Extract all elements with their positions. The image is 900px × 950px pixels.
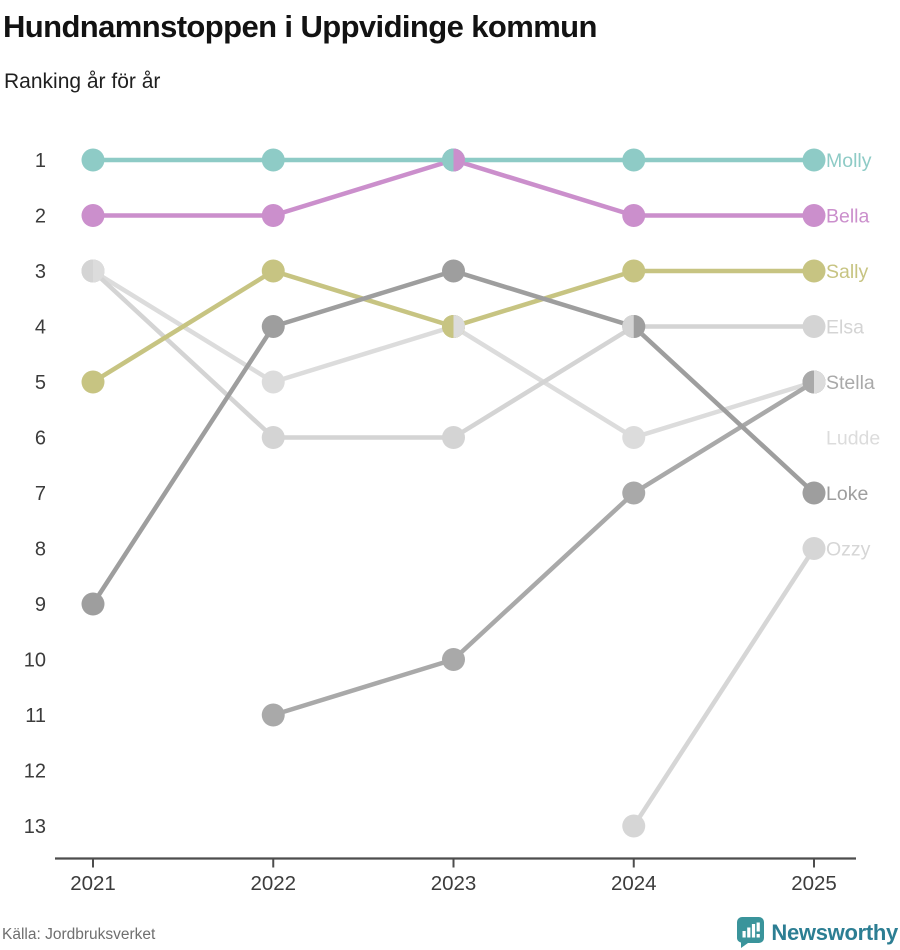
series-dot-molly-2025 [802,148,826,172]
y-axis-label-10: 10 [24,650,46,672]
tie-dot-right-2021-3 [93,259,105,283]
series-dot-loke-2023 [442,259,465,283]
series-dot-bella-2022 [261,204,285,227]
series-dot-loke-2021 [81,592,105,616]
y-axis-label-4: 4 [35,317,46,339]
y-axis-label-12: 12 [24,761,46,783]
chart-subtitle: Ranking år för år [4,70,161,94]
series-line-ludde [91,269,815,440]
series-dot-bella-2021 [81,204,105,227]
logo-bar-small [742,931,747,938]
series-dot-sally-2025 [802,259,826,283]
newsworthy-logo[interactable]: Newsworthy [736,916,898,949]
series-label-molly: Molly [826,150,872,172]
series-label-stella: Stella [826,372,875,394]
y-axis-label-13: 13 [24,816,46,838]
tie-dot-right-2023-1 [453,148,465,172]
series-dot-ozzy-2025 [802,537,826,560]
series-dot-sally-2022 [261,259,285,283]
series-line-ozzy [631,547,816,828]
series-dot-molly-2024 [622,148,646,172]
logo-exclaim-dot [757,934,761,938]
y-axis-label-8: 8 [35,539,46,561]
tie-dot-right-2024-4 [633,315,646,338]
y-axis-label-9: 9 [35,594,46,616]
tie-dot-right-2023-4 [453,315,465,338]
series-dot-stella-2022 [261,703,285,727]
logo-bar-tall [752,924,756,938]
tie-dot-right-2025-5 [814,370,826,394]
x-axis-label-2024: 2024 [611,872,657,895]
newsworthy-wordmark: Newsworthy [771,919,898,945]
chart-title: Hundnamnstoppen i Uppvidinge kommun [3,9,597,44]
x-axis-label-2021: 2021 [70,872,116,895]
x-axis-label-2023: 2023 [431,872,477,895]
y-axis-label-6: 6 [35,428,46,450]
series-dot-elsa-2025 [802,315,826,338]
y-axis-label-1: 1 [35,150,46,172]
series-dot-ludde-2022 [261,370,285,394]
series-dot-sally-2021 [81,370,105,394]
series-dot-sally-2024 [622,259,646,283]
chart-header: Hundnamnstoppen i Uppvidinge kommun Rank… [3,0,893,94]
series-label-ludde: Ludde [826,428,880,450]
y-axis-label-7: 7 [35,483,46,505]
y-axis-label-3: 3 [35,261,46,283]
series-dot-bella-2025 [802,204,826,227]
series-dot-ozzy-2024 [622,814,646,838]
series-label-loke: Loke [826,483,868,505]
series-dot-stella-2023 [442,648,465,671]
newsworthy-logo-icon [737,917,765,948]
series-dot-bella-2024 [622,204,646,227]
series-dot-molly-2021 [81,148,105,172]
series-label-ozzy: Ozzy [826,539,871,561]
series-line-stella [272,380,816,718]
series-line-elsa [91,269,814,440]
logo-bar-medium [747,927,751,938]
y-axis-label-2: 2 [35,206,46,228]
chart-footer: Källa: Jordbruksverket Newsworthy [0,916,900,950]
series-label-elsa: Elsa [826,317,864,339]
series-dot-loke-2022 [261,315,285,338]
logo-exclaim-bar [757,922,761,932]
x-axis-label-2025: 2025 [791,872,837,895]
source-credit: Källa: Jordbruksverket [2,926,156,943]
y-axis-label-5: 5 [35,372,46,394]
series-dot-elsa-2022 [261,426,285,449]
series-dot-elsa-2023 [442,426,465,449]
series-dot-ludde-2024 [622,426,646,449]
series-label-sally: Sally [826,261,869,283]
series-dot-loke-2025 [802,481,826,505]
x-axis-label-2022: 2022 [250,872,296,895]
series-dot-stella-2024 [622,481,646,505]
series-dot-molly-2022 [261,148,285,172]
y-axis-label-11: 11 [25,705,46,727]
series-label-bella: Bella [826,206,870,228]
